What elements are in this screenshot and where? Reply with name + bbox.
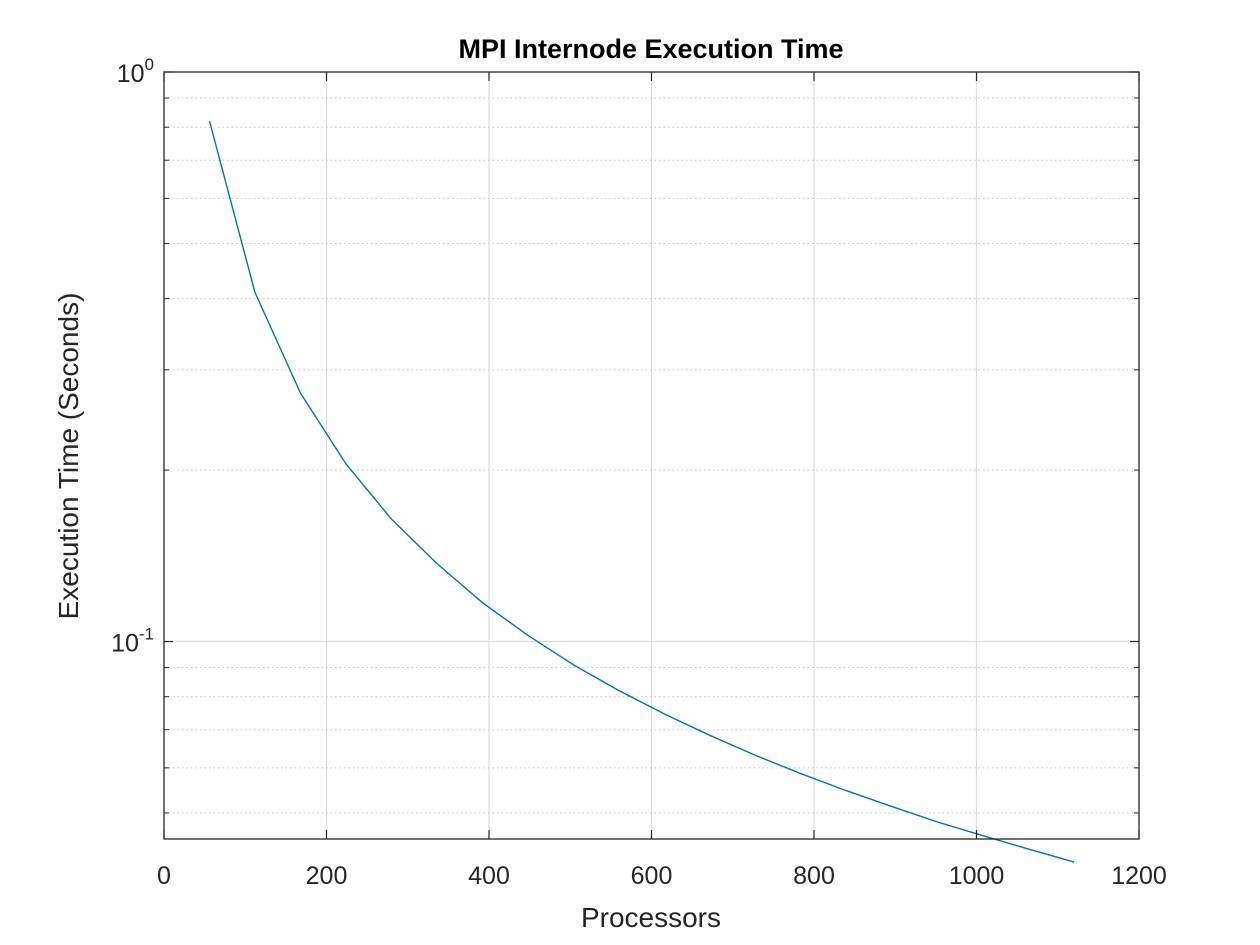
- series-line: [208, 120, 1075, 863]
- y-tick-label: 10-1: [111, 625, 154, 658]
- y-axis-label: Execution Time (Seconds): [53, 293, 84, 620]
- x-tick-label: 0: [157, 862, 171, 890]
- x-tick-label: 200: [306, 862, 348, 890]
- grid-lines: [164, 72, 1139, 839]
- y-tick-label: 100: [117, 55, 154, 88]
- x-tick-label: 400: [468, 862, 510, 890]
- x-tick-labels: 0 200 400 600 800 1000 1200: [157, 862, 1167, 890]
- x-axis-label: Processors: [581, 902, 721, 933]
- x-tick-label: 1000: [949, 862, 1005, 890]
- x-tick-label: 600: [631, 862, 673, 890]
- series-group: [208, 120, 1075, 863]
- y-tick-labels: 100 10-1: [111, 55, 154, 658]
- chart-title: MPI Internode Execution Time: [458, 34, 843, 64]
- x-tick-label: 800: [793, 862, 835, 890]
- x-tick-label: 1200: [1111, 862, 1167, 890]
- tick-marks: [163, 71, 1140, 839]
